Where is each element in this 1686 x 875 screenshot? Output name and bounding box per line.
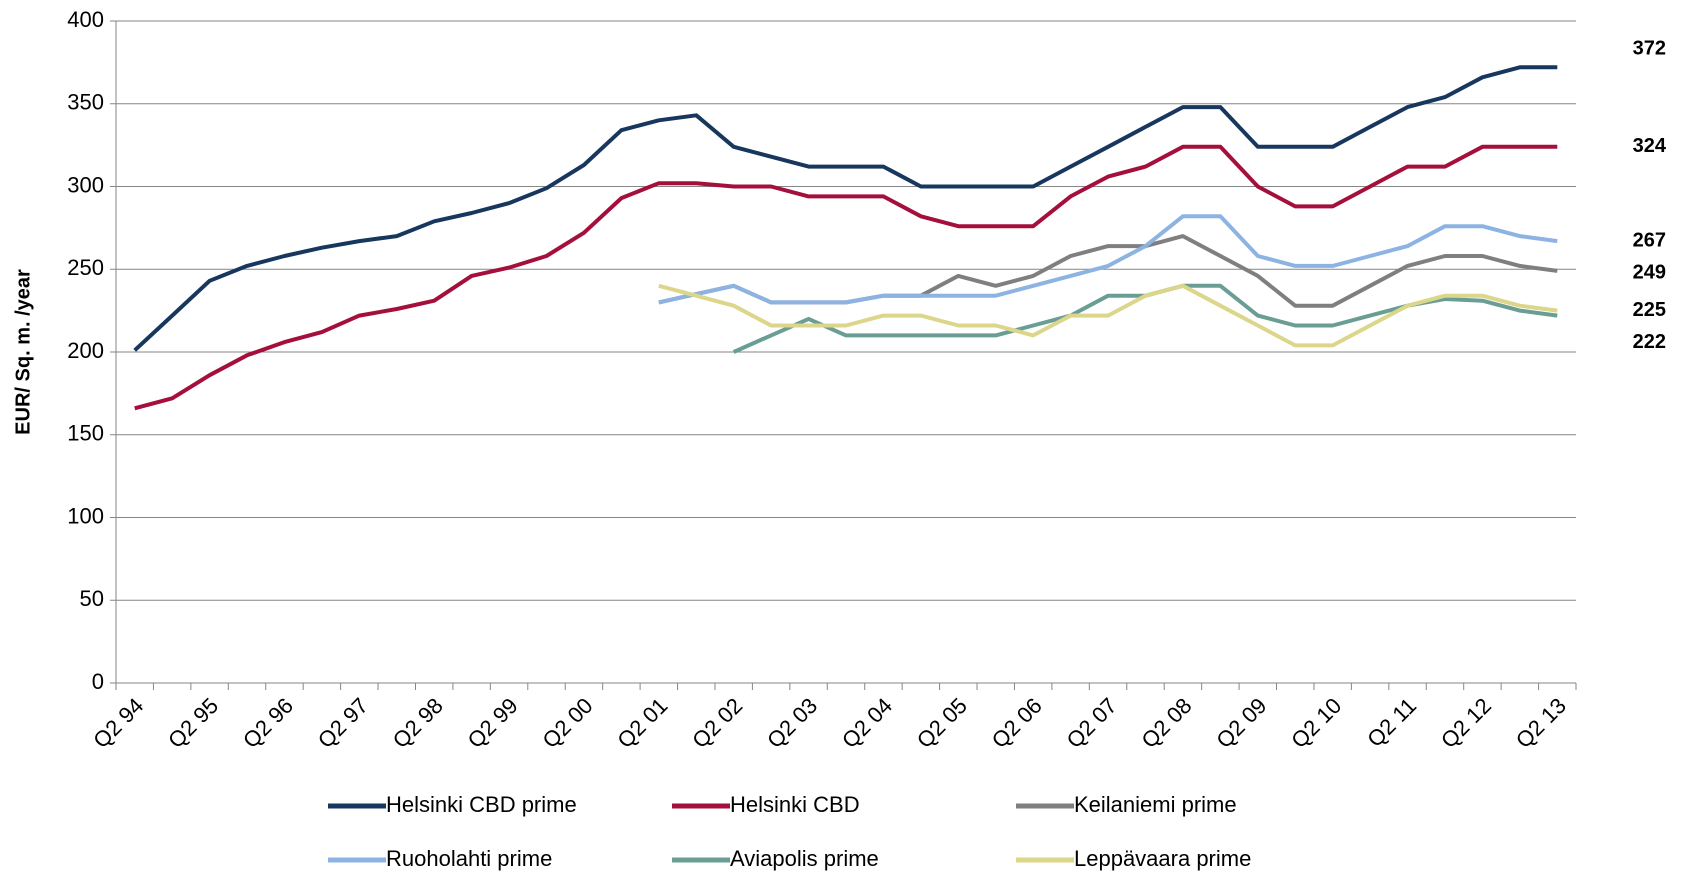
x-tick-label: Q2 95: [163, 693, 223, 753]
x-tick-label: Q2 12: [1436, 693, 1496, 753]
x-tick-label: Q2 02: [687, 693, 747, 753]
end-label: 372: [1633, 38, 1666, 60]
legend-label: Helsinki CBD prime: [386, 792, 577, 817]
legend-label: Keilaniemi prime: [1074, 792, 1237, 817]
x-tick-label: Q2 09: [1211, 693, 1271, 753]
legend-label: Leppävaara prime: [1074, 846, 1251, 871]
series-line: [658, 214, 1558, 305]
y-tick-label: 200: [67, 338, 104, 363]
y-tick-label: 250: [67, 255, 104, 280]
x-tick-label: Q2 04: [837, 693, 897, 753]
legend-label: Aviapolis prime: [730, 846, 879, 871]
x-tick-label: Q2 98: [388, 693, 448, 753]
x-tick-label: Q2 08: [1137, 693, 1197, 753]
series-line: [133, 65, 1558, 352]
y-tick-label: 50: [80, 586, 104, 611]
y-tick-label: 0: [92, 669, 104, 694]
x-tick-label: Q2 05: [912, 693, 972, 753]
x-tick-label: Q2 10: [1286, 693, 1346, 753]
x-tick-label: Q2 01: [612, 693, 672, 753]
x-tick-label: Q2 06: [987, 693, 1047, 753]
y-tick-label: 300: [67, 172, 104, 197]
legend-label: Helsinki CBD: [730, 792, 860, 817]
series-line: [658, 283, 1558, 348]
x-tick-label: Q2 96: [238, 693, 298, 753]
y-tick-label: 100: [67, 503, 104, 528]
legend-label: Ruoholahti prime: [386, 846, 552, 871]
end-label: 225: [1633, 299, 1666, 321]
y-tick-label: 150: [67, 421, 104, 446]
end-label: 222: [1633, 331, 1666, 353]
x-tick-label: Q2 11: [1362, 693, 1421, 752]
x-tick-label: Q2 99: [463, 693, 523, 753]
y-axis-label: EUR/ Sq. m. /year: [12, 269, 34, 435]
series-line: [134, 144, 1558, 411]
x-tick-label: Q2 94: [88, 693, 148, 753]
x-tick-label: Q2 97: [313, 693, 373, 753]
end-label: 324: [1633, 135, 1667, 157]
y-tick-label: 350: [67, 90, 104, 115]
end-label: 267: [1633, 229, 1666, 251]
x-tick-label: Q2 13: [1511, 693, 1571, 753]
x-tick-label: Q2 03: [762, 693, 822, 753]
y-tick-label: 400: [67, 7, 104, 32]
x-tick-label: Q2 00: [538, 693, 598, 753]
x-tick-label: Q2 07: [1062, 693, 1122, 753]
end-label: 249: [1633, 261, 1666, 283]
